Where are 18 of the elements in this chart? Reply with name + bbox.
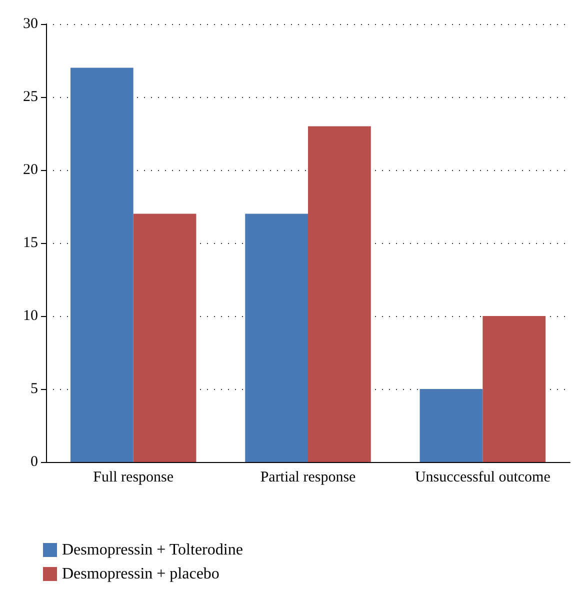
y-tick-label: 10 (23, 308, 38, 324)
y-tick-label: 15 (23, 235, 38, 251)
bar (420, 389, 483, 462)
bar (482, 316, 546, 462)
bar (308, 126, 371, 462)
bar (133, 214, 196, 462)
bar (70, 68, 134, 462)
x-tick-label: Partial response (260, 470, 356, 486)
y-tick-label: 20 (23, 162, 38, 178)
bar (245, 214, 308, 462)
x-tick-label: Full response (93, 470, 174, 486)
legend-label: Desmopressin + placebo (62, 566, 220, 582)
y-tick-label: 25 (23, 89, 38, 105)
x-tick-label: Unsuccessful outcome (414, 470, 551, 486)
y-tick-label: 5 (30, 381, 38, 397)
legend-label: Desmopressin + Tolterodine (62, 542, 243, 558)
y-tick-label: 0 (30, 454, 38, 470)
y-tick-label: 30 (23, 16, 38, 32)
